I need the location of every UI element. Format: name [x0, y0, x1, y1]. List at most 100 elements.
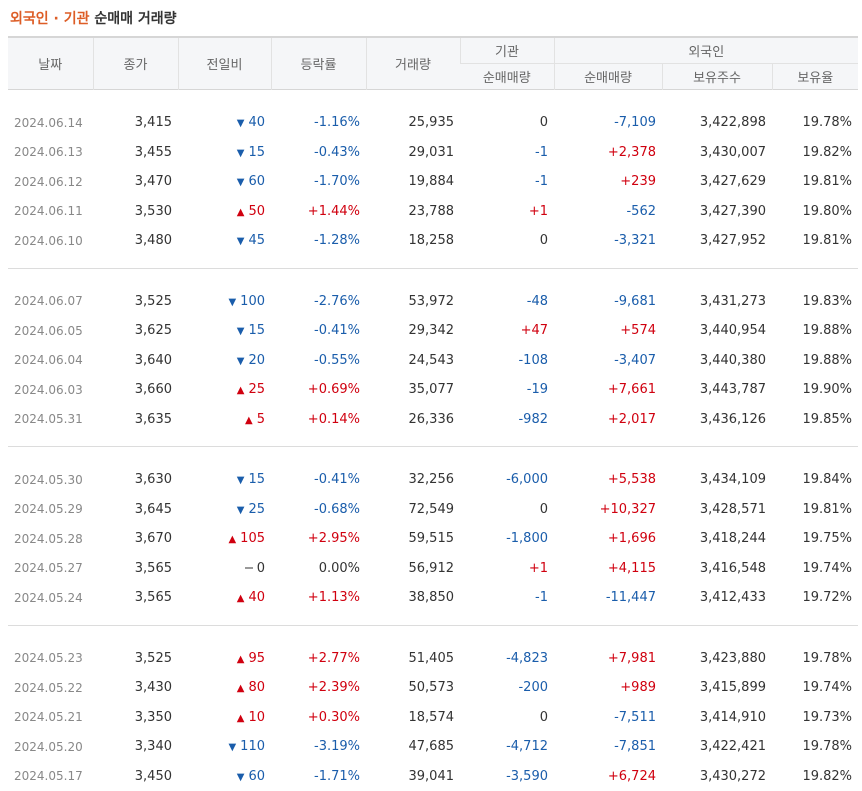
- change-cell: ▲10: [178, 703, 271, 733]
- change-cell: ▼25: [178, 495, 271, 525]
- close-cell: 3,660: [93, 375, 178, 405]
- close-cell: 3,565: [93, 583, 178, 613]
- institution-net-cell: 0: [460, 108, 554, 138]
- foreign-net-cell: -11,447: [554, 583, 662, 613]
- date-cell: 2024.05.22: [8, 673, 93, 703]
- triangle-up-icon: ▲: [237, 713, 245, 724]
- change-cell: ▲25: [178, 375, 271, 405]
- ratio-cell: 19.84%: [772, 465, 858, 495]
- change-cell: ▼15: [178, 465, 271, 495]
- foreign-net-cell: +574: [554, 316, 662, 346]
- triangle-up-icon: ▲: [237, 207, 245, 218]
- spacer-cell: [8, 625, 858, 644]
- close-cell: 3,470: [93, 167, 178, 197]
- volume-cell: 50,573: [366, 673, 460, 703]
- date-cell: 2024.06.14: [8, 108, 93, 138]
- holdings-cell: 3,427,390: [662, 197, 772, 227]
- rate-cell: -0.55%: [271, 346, 366, 376]
- date-cell: 2024.06.05: [8, 316, 93, 346]
- foreign-net-cell: +7,661: [554, 375, 662, 405]
- ratio-cell: 19.73%: [772, 703, 858, 733]
- spacer-cell: [8, 90, 858, 109]
- foreign-net-cell: +989: [554, 673, 662, 703]
- ratio-cell: 19.90%: [772, 375, 858, 405]
- institution-net-cell: +1: [460, 554, 554, 584]
- change-cell: ▼110: [178, 732, 271, 762]
- header-institution: 기관: [460, 37, 554, 64]
- triangle-up-icon: ▲: [237, 385, 245, 396]
- ratio-cell: 19.74%: [772, 673, 858, 703]
- rate-cell: +0.14%: [271, 405, 366, 435]
- section-title-highlight: 외국인 · 기관: [10, 11, 89, 27]
- close-cell: 3,530: [93, 197, 178, 227]
- spacer-cell: [8, 268, 858, 287]
- close-cell: 3,645: [93, 495, 178, 525]
- change-cell: 0: [178, 554, 271, 584]
- holdings-cell: 3,422,421: [662, 732, 772, 762]
- date-cell: 2024.06.07: [8, 287, 93, 317]
- holdings-cell: 3,431,273: [662, 287, 772, 317]
- change-value: 40: [248, 115, 265, 130]
- volume-cell: 18,574: [366, 703, 460, 733]
- triangle-down-icon: ▼: [237, 326, 245, 337]
- volume-cell: 25,935: [366, 108, 460, 138]
- rate-cell: +2.77%: [271, 644, 366, 674]
- volume-cell: 53,972: [366, 287, 460, 317]
- holdings-cell: 3,427,952: [662, 226, 772, 256]
- rate-cell: +2.39%: [271, 673, 366, 703]
- volume-cell: 47,685: [366, 732, 460, 762]
- triangle-down-icon: ▼: [237, 356, 245, 367]
- rate-cell: +2.95%: [271, 524, 366, 554]
- close-cell: 3,625: [93, 316, 178, 346]
- change-cell: ▲105: [178, 524, 271, 554]
- volume-cell: 19,884: [366, 167, 460, 197]
- date-cell: 2024.05.31: [8, 405, 93, 435]
- close-cell: 3,350: [93, 703, 178, 733]
- holdings-cell: 3,414,910: [662, 703, 772, 733]
- foreign-net-cell: +7,981: [554, 644, 662, 674]
- institution-net-cell: -3,590: [460, 762, 554, 791]
- institution-net-cell: 0: [460, 495, 554, 525]
- rate-cell: -1.16%: [271, 108, 366, 138]
- institution-net-cell: -1: [460, 583, 554, 613]
- triangle-up-icon: ▲: [245, 415, 253, 426]
- ratio-cell: 19.83%: [772, 287, 858, 317]
- institution-net-cell: -4,823: [460, 644, 554, 674]
- foreign-net-cell: -562: [554, 197, 662, 227]
- change-cell: ▲50: [178, 197, 271, 227]
- group-spacer: [8, 90, 858, 109]
- foreign-net-cell: +10,327: [554, 495, 662, 525]
- rate-cell: +1.13%: [271, 583, 366, 613]
- change-value: 15: [248, 472, 265, 487]
- foreign-net-cell: -7,109: [554, 108, 662, 138]
- institution-net-cell: -6,000: [460, 465, 554, 495]
- date-cell: 2024.06.13: [8, 138, 93, 168]
- rate-cell: +1.44%: [271, 197, 366, 227]
- holdings-cell: 3,423,880: [662, 644, 772, 674]
- change-cell: ▲5: [178, 405, 271, 435]
- ratio-cell: 19.82%: [772, 762, 858, 791]
- date-cell: 2024.06.12: [8, 167, 93, 197]
- ratio-cell: 19.81%: [772, 226, 858, 256]
- volume-cell: 29,342: [366, 316, 460, 346]
- institution-net-cell: 0: [460, 703, 554, 733]
- ratio-cell: 19.82%: [772, 138, 858, 168]
- spacer-cell: [8, 447, 858, 466]
- volume-cell: 18,258: [366, 226, 460, 256]
- foreign-net-cell: +239: [554, 167, 662, 197]
- change-value: 45: [248, 233, 265, 248]
- ratio-cell: 19.80%: [772, 197, 858, 227]
- close-cell: 3,480: [93, 226, 178, 256]
- rate-cell: -0.41%: [271, 316, 366, 346]
- change-value: 60: [248, 769, 265, 784]
- close-cell: 3,640: [93, 346, 178, 376]
- institution-net-cell: -1: [460, 138, 554, 168]
- rate-cell: -2.76%: [271, 287, 366, 317]
- header-foreign: 외국인: [554, 37, 858, 64]
